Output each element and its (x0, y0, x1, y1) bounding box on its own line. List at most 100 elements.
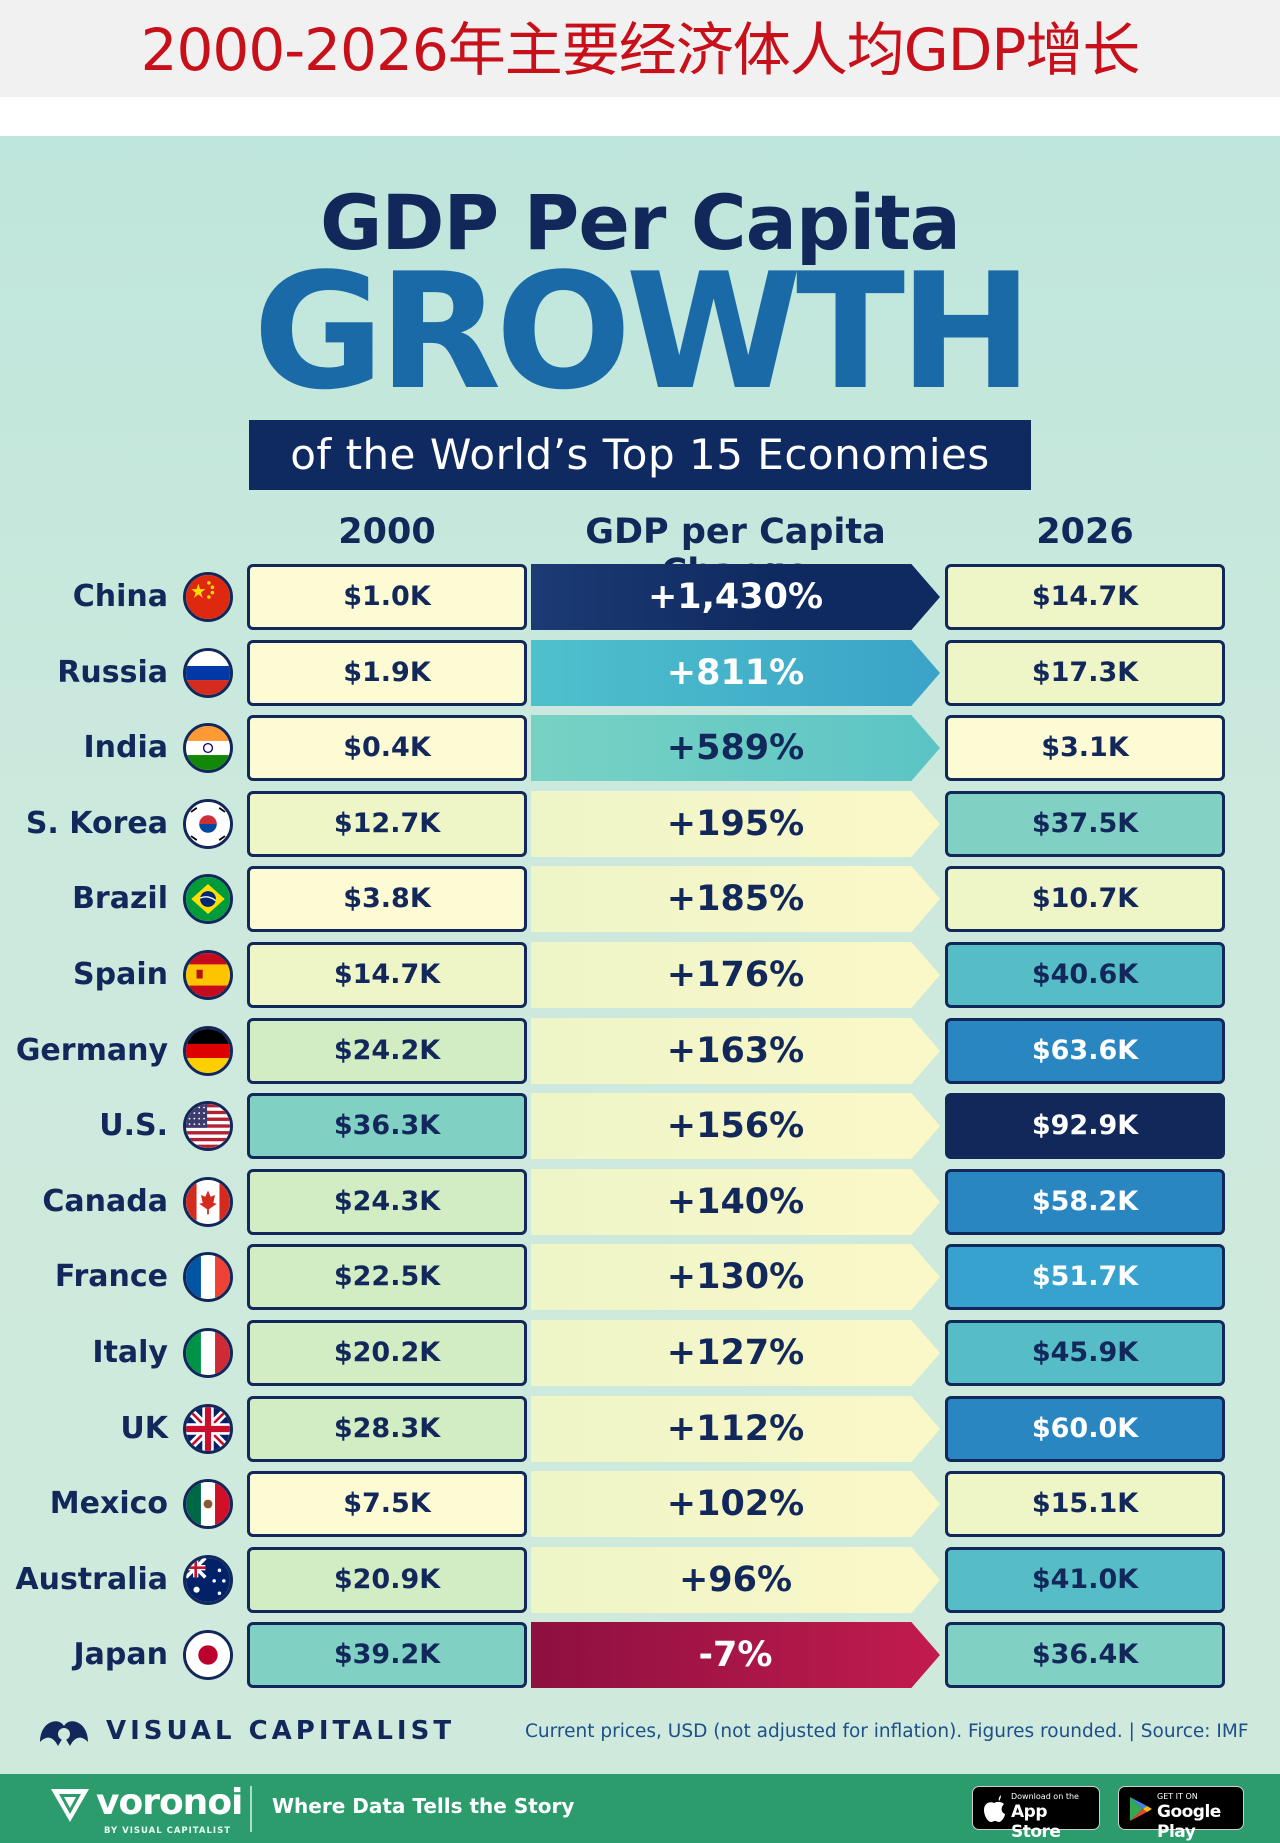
country-name: Canada (42, 1184, 168, 1219)
change-arrow: +140% (531, 1169, 940, 1235)
change-value: +112% (666, 1409, 805, 1449)
table-row: Canada $24.3K +140% $58.2K (0, 1169, 1280, 1235)
value-2026: $37.5K (945, 791, 1225, 857)
change-arrow: +163% (531, 1018, 940, 1084)
google-play-icon (1130, 1797, 1152, 1821)
uk-flag-icon (183, 1404, 233, 1454)
column-header-2000: 2000 (338, 512, 436, 552)
country-name: Japan (73, 1637, 168, 1672)
japan-flag-icon (183, 1630, 233, 1680)
country-name: Germany (15, 1033, 168, 1068)
table-row: India $0.4K +589% $3.1K (0, 715, 1280, 781)
app-store-button[interactable]: Download on the App Store (972, 1786, 1100, 1842)
country-name: Mexico (49, 1486, 168, 1521)
change-arrow: -7% (531, 1622, 940, 1688)
table-row: S. Korea $12.7K +195% $37.5K (0, 791, 1280, 857)
country-name: Spain (73, 957, 168, 992)
table-row: Australia $20.9K +96% $41.0K (0, 1547, 1280, 1613)
value-2026: $45.9K (945, 1320, 1225, 1386)
country-name: S. Korea (25, 806, 168, 841)
change-value: +140% (666, 1182, 805, 1222)
change-arrow: +96% (531, 1547, 940, 1613)
voronoi-logo-text: voronoi (96, 1782, 243, 1823)
value-2000: $7.5K (247, 1471, 527, 1537)
country-name: Brazil (72, 881, 168, 916)
change-arrow: +589% (531, 715, 940, 781)
google-play-button[interactable]: GET IT ON Google Play (1118, 1786, 1244, 1842)
change-value: +127% (666, 1333, 805, 1373)
value-2000: $28.3K (247, 1396, 527, 1462)
visual-capitalist-logo-icon (40, 1721, 88, 1746)
value-2026: $92.9K (945, 1093, 1225, 1159)
tagline: Where Data Tells the Story (272, 1794, 575, 1818)
chart-subtitle-box: of the World’s Top 15 Economies (249, 420, 1031, 490)
change-value: +589% (666, 728, 805, 768)
value-2000: $22.5K (247, 1244, 527, 1310)
value-2026: $36.4K (945, 1622, 1225, 1688)
app-store-small-label: Download on the (1011, 1792, 1079, 1801)
value-2026: $17.3K (945, 640, 1225, 706)
china-flag-icon (183, 572, 233, 622)
table-row: Mexico $7.5K +102% $15.1K (0, 1471, 1280, 1537)
table-row: UK $28.3K +112% $60.0K (0, 1396, 1280, 1462)
us-flag-icon (183, 1101, 233, 1151)
voronoi-logo-icon (51, 1789, 89, 1822)
table-row: Japan $39.2K -7% $36.4K (0, 1622, 1280, 1688)
country-name: Australia (15, 1562, 168, 1597)
value-2026: $63.6K (945, 1018, 1225, 1084)
country-name: Russia (57, 655, 168, 690)
app-store-label: App Store (1011, 1802, 1061, 1842)
value-2026: $3.1K (945, 715, 1225, 781)
change-value: +102% (666, 1484, 805, 1524)
value-2000: $3.8K (247, 866, 527, 932)
value-2026: $40.6K (945, 942, 1225, 1008)
country-name: UK (120, 1411, 168, 1446)
apple-icon (984, 1795, 1005, 1822)
change-arrow: +1,430% (531, 564, 940, 630)
google-play-small-label: GET IT ON (1157, 1792, 1198, 1801)
chart-subtitle: of the World’s Top 15 Economies (290, 430, 990, 479)
value-2000: $1.9K (247, 640, 527, 706)
change-arrow: +811% (531, 640, 940, 706)
google-play-label: Google Play (1157, 1802, 1221, 1842)
chart-title-emphasis: GROWTH (252, 238, 1033, 425)
table-row: Russia $1.9K +811% $17.3K (0, 640, 1280, 706)
value-2026: $60.0K (945, 1396, 1225, 1462)
change-arrow: +185% (531, 866, 940, 932)
south-korea-flag-icon (183, 799, 233, 849)
change-value: +130% (666, 1257, 805, 1297)
change-arrow: +195% (531, 791, 940, 857)
table-row: France $22.5K +130% $51.7K (0, 1244, 1280, 1310)
value-2000: $20.2K (247, 1320, 527, 1386)
change-arrow: +102% (531, 1471, 940, 1537)
change-value: +156% (666, 1106, 805, 1146)
bottom-bar: voronoi BY VISUAL CAPITALIST Where Data … (0, 1774, 1280, 1843)
india-flag-icon (183, 723, 233, 773)
column-header-2026: 2026 (1036, 512, 1134, 552)
value-2000: $36.3K (247, 1093, 527, 1159)
value-2026: $14.7K (945, 564, 1225, 630)
change-value: +176% (666, 955, 805, 995)
table-row: U.S. $36.3K +156% $92.9K (0, 1093, 1280, 1159)
table-row: China $1.0K +1,430% $14.7K (0, 564, 1280, 630)
chart-title: GDP Per Capita (320, 178, 961, 267)
canada-flag-icon (183, 1177, 233, 1227)
change-value: -7% (698, 1635, 773, 1675)
table-row: Brazil $3.8K +185% $10.7K (0, 866, 1280, 932)
value-2000: $39.2K (247, 1622, 527, 1688)
spain-flag-icon (183, 950, 233, 1000)
table-row: Spain $14.7K +176% $40.6K (0, 942, 1280, 1008)
value-2000: $24.3K (247, 1169, 527, 1235)
country-name: France (54, 1259, 168, 1294)
page-header: 2000-2026年主要经济体人均GDP增长 (0, 0, 1280, 97)
country-name: China (72, 579, 168, 614)
value-2000: $12.7K (247, 791, 527, 857)
value-2000: $14.7K (247, 942, 527, 1008)
change-arrow: +112% (531, 1396, 940, 1462)
mexico-flag-icon (183, 1479, 233, 1529)
value-2026: $15.1K (945, 1471, 1225, 1537)
value-2000: $1.0K (247, 564, 527, 630)
value-2000: $24.2K (247, 1018, 527, 1084)
country-name: U.S. (99, 1108, 168, 1143)
country-name: Italy (92, 1335, 168, 1370)
